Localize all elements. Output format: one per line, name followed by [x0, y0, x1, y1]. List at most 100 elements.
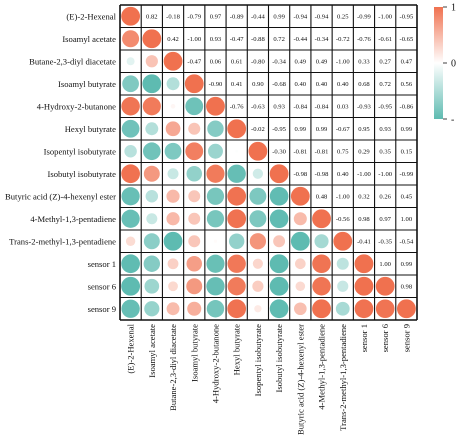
cell-value-label: 0.98: [401, 284, 413, 291]
cell-value-label: -0.44: [251, 14, 265, 21]
cell-value-label: -0.34: [272, 59, 286, 66]
cell-value-label: 0.06: [210, 59, 222, 66]
cell-value-label: 0.40: [337, 171, 349, 178]
column-label: sensor 9: [401, 324, 411, 352]
cell-value-label: -0.63: [251, 104, 265, 111]
cell-value-label: 0.40: [337, 81, 349, 88]
cell-value-label: -0.99: [400, 171, 414, 178]
cell-value-label: -0.89: [230, 14, 244, 21]
cell-value-label: -0.86: [400, 104, 414, 111]
correlation-circle: [121, 6, 141, 26]
cell-value-label: 0.99: [401, 261, 413, 268]
column-label: sensor 6: [380, 323, 390, 352]
row-label: Butane-2,3-diyl diacetate: [29, 56, 116, 66]
cell-value-label: 0.03: [337, 104, 349, 111]
column-label: Isopentyl isobutyrate: [253, 324, 263, 397]
correlation-circle: [249, 210, 267, 228]
cell-value-label: -0.99: [357, 14, 371, 21]
cell-value-label: 0.97: [379, 216, 391, 223]
cell-value-label: -0.47: [230, 36, 244, 43]
correlation-circle: [142, 74, 162, 94]
row-label: sensor 9: [88, 304, 116, 314]
cell-value-label: 0.68: [358, 81, 370, 88]
cell-value-label: -0.68: [272, 81, 286, 88]
correlation-circle: [122, 75, 139, 93]
cell-value-label: 0.40: [295, 81, 307, 88]
correlation-circle: [227, 164, 246, 183]
correlation-circle: [121, 299, 140, 318]
row-label: sensor 6: [88, 281, 117, 291]
row-label: (E)-2-Hexenal: [66, 11, 116, 21]
correlation-circle: [312, 209, 331, 229]
cell-value-label: -1.00: [336, 194, 350, 201]
cell-value-label: 0.72: [379, 81, 391, 88]
correlation-circle: [254, 305, 262, 313]
cell-value-label: -1.00: [336, 59, 350, 66]
row-label: Isoamyl butyrate: [58, 79, 116, 89]
correlation-circle: [184, 74, 204, 94]
correlation-circle: [248, 141, 268, 161]
correlation-circle: [143, 255, 161, 272]
cell-value-label: 0.41: [231, 81, 243, 88]
correlation-circle: [312, 254, 331, 274]
correlation-circle: [314, 234, 329, 249]
cell-value-label: -0.56: [336, 216, 350, 223]
correlation-circle: [375, 276, 395, 296]
row-label: Trans-2-methyl-1,3-pentadiene: [9, 236, 116, 246]
cell-value-label: 0.56: [401, 81, 413, 88]
cell-value-label: 0.95: [358, 126, 370, 133]
correlation-circle: [269, 164, 289, 184]
correlation-circle: [333, 231, 353, 251]
colorbar-ticks: 1 0 -: [443, 3, 456, 126]
cell-value-label: -0.98: [315, 171, 329, 178]
cell-value-label: -0.90: [209, 81, 223, 88]
cell-value-label: -0.61: [378, 36, 392, 43]
correlation-circle: [145, 190, 159, 203]
heatmap-cells: 0.82 -0.18 -0.79 0.97 -0.89 -0.44 0.99 -0.94 -0.…: [121, 6, 416, 319]
column-labels: (E)-2-Hexenal Isoamyl acetate Butane-2,3-d…: [126, 323, 412, 435]
cell-value-label: -0.81: [293, 149, 307, 156]
cell-value-label: 0.75: [337, 149, 349, 156]
correlation-circle: [375, 299, 395, 319]
cell-value-label: -0.02: [251, 126, 265, 133]
correlation-circle: [124, 145, 137, 158]
row-label: 4-Methyl-1,3-pentadiene: [30, 214, 116, 224]
cell-value-label: -0.93: [357, 104, 371, 111]
cell-value-label: 0.40: [316, 81, 328, 88]
column-label: Butyric acid (Z)-4-hexenyl ester: [295, 324, 305, 435]
correlation-circle: [294, 302, 307, 316]
correlation-circle: [295, 281, 306, 292]
correlation-circle: [185, 142, 204, 161]
correlation-circle: [269, 254, 289, 274]
correlation-circle: [206, 96, 225, 116]
column-label: Hexyl butyrate: [232, 324, 242, 375]
correlation-circle: [145, 55, 158, 68]
correlation-circle: [185, 97, 204, 116]
cell-value-label: -0.18: [166, 14, 180, 21]
column-label: Trans-2-methyl-1,3-pentadiene: [338, 324, 348, 431]
correlation-circle: [235, 149, 239, 153]
cell-value-label: -0.80: [251, 59, 265, 66]
correlation-circle: [121, 187, 140, 206]
correlation-circle: [188, 122, 201, 135]
correlation-circle: [290, 186, 310, 206]
cell-value-label: -0.72: [336, 36, 350, 43]
correlation-circle: [206, 254, 225, 273]
cell-value-label: 0.49: [316, 59, 328, 66]
correlation-circle: [290, 231, 310, 251]
cell-value-label: 0.29: [358, 149, 370, 156]
cell-value-label: 0.49: [295, 59, 307, 66]
column-label: Butane-2,3-diyl diacetate: [168, 324, 178, 411]
correlation-circle: [252, 280, 264, 292]
cell-value-label: -0.84: [293, 104, 307, 111]
correlation-circle: [188, 235, 201, 248]
cell-value-label: 0.93: [210, 36, 222, 43]
correlation-circle: [227, 254, 246, 273]
correlation-circle: [186, 278, 203, 295]
cell-value-label: -0.54: [400, 239, 414, 246]
correlation-circle: [163, 231, 183, 251]
correlation-circle: [396, 299, 416, 319]
correlation-circle: [170, 103, 176, 109]
cell-value-label: -0.79: [187, 14, 201, 21]
correlation-circle: [336, 257, 349, 270]
